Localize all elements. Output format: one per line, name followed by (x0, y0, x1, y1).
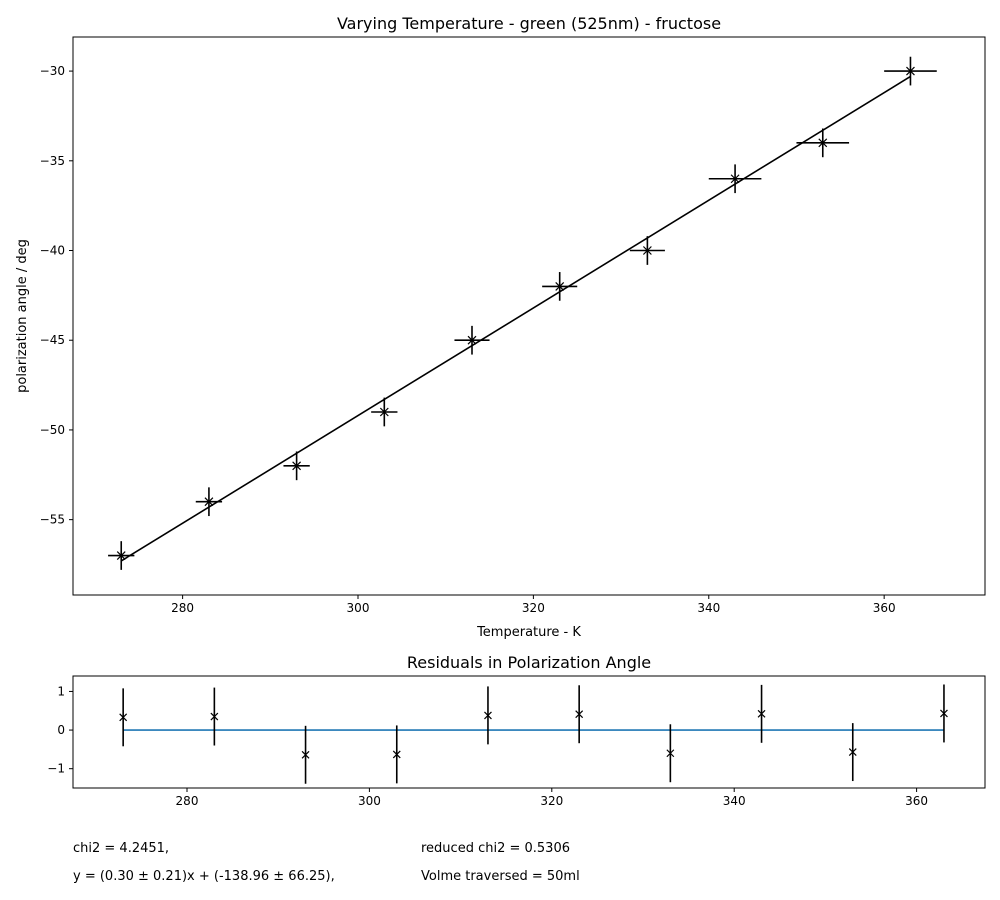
fit-line (120, 75, 911, 562)
data-point (730, 174, 740, 184)
x-tick-label: 320 (540, 794, 563, 808)
point-marker-stroke (116, 551, 126, 560)
y-tick-label: −1 (47, 762, 65, 776)
reduced-chi2-text: reduced chi2 = 0.5306 (421, 841, 570, 856)
chi2-text: chi2 = 4.2451, (73, 841, 170, 856)
point-marker-stroke (642, 246, 652, 255)
x-tick-label: 280 (176, 794, 199, 808)
residuals-y-ticks: 1 0 −1 (47, 684, 73, 776)
point-marker-stroke (575, 710, 584, 719)
point-marker-stroke (906, 66, 915, 76)
x-tick-label: 320 (522, 601, 545, 615)
y-tick-label: −55 (40, 513, 65, 527)
residual-point (757, 709, 766, 718)
point-marker-stroke (666, 749, 675, 758)
residual-point (301, 750, 310, 759)
point-marker-stroke (392, 750, 401, 759)
residual-point (575, 710, 584, 719)
y-tick-label: −40 (40, 244, 65, 258)
point-marker-stroke (119, 713, 128, 722)
residuals-plot: Residuals in Polarization Angle 280 300 32… (47, 653, 986, 808)
residual-point (210, 712, 219, 721)
data-point (379, 407, 389, 417)
x-tick-label: 300 (358, 794, 381, 808)
residuals-marks (119, 684, 948, 784)
residual-point (392, 750, 401, 759)
point-marker-stroke (379, 407, 389, 417)
main-marks (108, 56, 937, 570)
main-chart-title: Varying Temperature - green (525nm) - fr… (337, 14, 721, 33)
data-point (642, 246, 652, 255)
residuals-x-ticks: 280 300 320 340 360 (176, 788, 928, 808)
residual-point (119, 713, 128, 722)
volume-text: Volme traversed = 50ml (421, 869, 580, 884)
main-y-axis-label: polarization angle / deg (15, 239, 30, 393)
y-tick-label: −50 (40, 423, 65, 437)
residual-point (940, 709, 948, 718)
data-point (292, 461, 302, 471)
point-marker-stroke (940, 709, 948, 718)
residuals-chart-title: Residuals in Polarization Angle (407, 653, 651, 672)
point-marker-stroke (301, 750, 310, 759)
point-marker-stroke (757, 709, 766, 718)
y-tick-label: −45 (40, 333, 65, 347)
residuals-plot-frame (72, 675, 986, 789)
data-point (906, 66, 915, 76)
point-marker-stroke (484, 711, 492, 720)
residual-point (848, 748, 857, 757)
y-tick-label: 1 (57, 684, 65, 698)
x-tick-label: 280 (171, 601, 194, 615)
data-point (467, 335, 477, 345)
data-point (818, 138, 828, 148)
x-tick-label: 340 (723, 794, 746, 808)
residual-point (484, 711, 492, 720)
data-point (116, 551, 126, 560)
x-tick-label: 300 (347, 601, 370, 615)
point-marker-stroke (467, 335, 477, 345)
x-tick-label: 360 (873, 601, 896, 615)
x-tick-label: 340 (697, 601, 720, 615)
point-marker-stroke (730, 174, 740, 184)
main-plot: Varying Temperature - green (525nm) - fr… (15, 14, 986, 640)
x-tick-label: 360 (905, 794, 928, 808)
point-marker-stroke (818, 138, 828, 148)
point-marker-stroke (292, 461, 302, 471)
y-tick-label: −35 (40, 154, 65, 168)
point-marker-stroke (210, 712, 219, 721)
y-tick-label: −30 (40, 64, 65, 78)
point-marker-stroke (555, 281, 565, 291)
residual-point (666, 749, 675, 758)
data-point (204, 497, 214, 507)
main-x-axis-label: Temperature - K (476, 625, 581, 640)
main-plot-frame (72, 36, 986, 596)
point-marker-stroke (848, 748, 857, 757)
fit-equation-text: y = (0.30 ± 0.21)x + (-138.96 ± 66.25), (73, 869, 335, 884)
data-point (555, 281, 565, 291)
main-y-ticks: −55 −50 −45 −40 −35 −30 (40, 64, 73, 527)
y-tick-label: 0 (57, 723, 65, 737)
point-marker-stroke (204, 497, 214, 507)
main-x-ticks: 280 300 320 340 360 (171, 595, 896, 615)
